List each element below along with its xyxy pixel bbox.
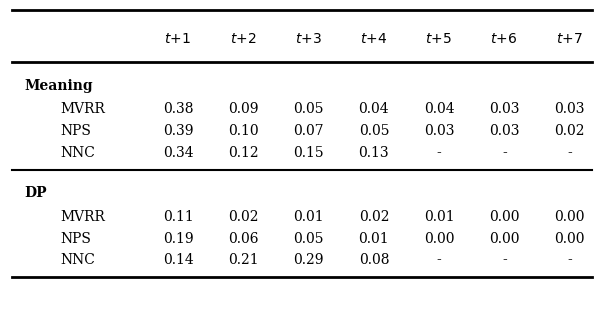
Text: 0.21: 0.21 xyxy=(228,253,259,267)
Text: 0.04: 0.04 xyxy=(424,102,454,116)
Text: 0.29: 0.29 xyxy=(294,253,324,267)
Text: NNC: NNC xyxy=(60,253,95,267)
Text: 0.38: 0.38 xyxy=(163,102,193,116)
Text: -: - xyxy=(567,253,572,267)
Text: -: - xyxy=(437,253,442,267)
Text: 0.06: 0.06 xyxy=(228,232,259,246)
Text: $t\!+\!2$: $t\!+\!2$ xyxy=(230,32,257,46)
Text: 0.07: 0.07 xyxy=(294,124,324,138)
Text: 0.04: 0.04 xyxy=(359,102,389,116)
Text: $t\!+\!5$: $t\!+\!5$ xyxy=(425,32,453,46)
Text: DP: DP xyxy=(24,186,47,200)
Text: -: - xyxy=(567,146,572,160)
Text: NNC: NNC xyxy=(60,146,95,160)
Text: 0.34: 0.34 xyxy=(163,146,193,160)
Text: 0.05: 0.05 xyxy=(294,102,324,116)
Text: 0.02: 0.02 xyxy=(359,210,389,224)
Text: -: - xyxy=(437,146,442,160)
Text: Meaning: Meaning xyxy=(24,79,93,93)
Text: -: - xyxy=(502,146,507,160)
Text: 0.03: 0.03 xyxy=(554,102,585,116)
Text: 0.02: 0.02 xyxy=(228,210,259,224)
Text: -: - xyxy=(502,253,507,267)
Text: 0.03: 0.03 xyxy=(424,124,454,138)
Text: 0.03: 0.03 xyxy=(489,124,519,138)
Text: 0.00: 0.00 xyxy=(424,232,454,246)
Text: 0.00: 0.00 xyxy=(554,210,585,224)
Text: 0.01: 0.01 xyxy=(424,210,454,224)
Text: 0.09: 0.09 xyxy=(228,102,259,116)
Text: 0.00: 0.00 xyxy=(489,210,519,224)
Text: $t\!+\!1$: $t\!+\!1$ xyxy=(164,32,192,46)
Text: 0.11: 0.11 xyxy=(163,210,193,224)
Text: 0.19: 0.19 xyxy=(163,232,193,246)
Text: 0.01: 0.01 xyxy=(359,232,389,246)
Text: NPS: NPS xyxy=(60,124,91,138)
Text: 0.39: 0.39 xyxy=(163,124,193,138)
Text: NPS: NPS xyxy=(60,232,91,246)
Text: MVRR: MVRR xyxy=(60,102,105,116)
Text: 0.13: 0.13 xyxy=(359,146,389,160)
Text: $t\!+\!3$: $t\!+\!3$ xyxy=(295,32,323,46)
Text: 0.05: 0.05 xyxy=(359,124,389,138)
Text: $t\!+\!6$: $t\!+\!6$ xyxy=(490,32,518,46)
Text: 0.12: 0.12 xyxy=(228,146,259,160)
Text: 0.03: 0.03 xyxy=(489,102,519,116)
Text: $t\!+\!7$: $t\!+\!7$ xyxy=(556,32,583,46)
Text: MVRR: MVRR xyxy=(60,210,105,224)
Text: 0.15: 0.15 xyxy=(294,146,324,160)
Text: 0.08: 0.08 xyxy=(359,253,389,267)
Text: 0.00: 0.00 xyxy=(489,232,519,246)
Text: 0.05: 0.05 xyxy=(294,232,324,246)
Text: 0.14: 0.14 xyxy=(163,253,193,267)
Text: $t\!+\!4$: $t\!+\!4$ xyxy=(360,32,388,46)
Text: 0.00: 0.00 xyxy=(554,232,585,246)
Text: 0.01: 0.01 xyxy=(294,210,324,224)
Text: 0.10: 0.10 xyxy=(228,124,259,138)
Text: 0.02: 0.02 xyxy=(554,124,585,138)
